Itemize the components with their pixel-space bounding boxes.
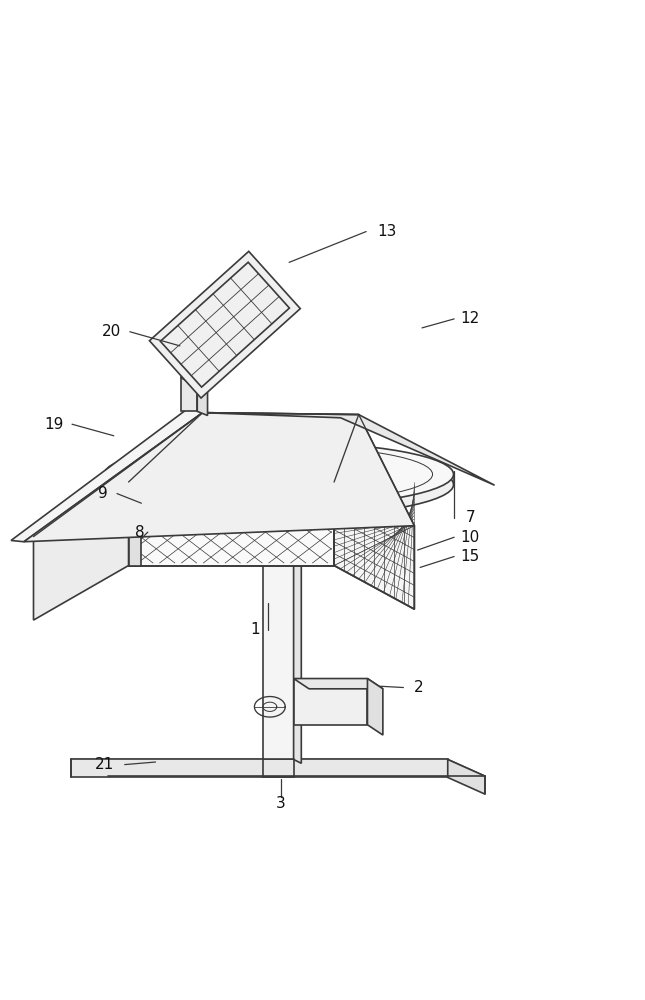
Polygon shape [24,413,414,542]
Text: 15: 15 [461,549,480,564]
Polygon shape [368,679,383,735]
Polygon shape [71,759,485,776]
Polygon shape [199,485,225,498]
Polygon shape [263,478,301,481]
Text: 19: 19 [45,417,64,432]
Polygon shape [34,482,128,620]
Text: 13: 13 [377,224,397,239]
Ellipse shape [104,452,453,517]
Polygon shape [128,482,141,566]
Polygon shape [293,679,383,689]
Text: 21: 21 [95,757,114,772]
Polygon shape [334,482,414,609]
Polygon shape [34,482,414,537]
Polygon shape [448,759,485,794]
Polygon shape [260,458,304,473]
Polygon shape [128,482,334,566]
Polygon shape [263,478,293,759]
Text: 9: 9 [98,486,108,501]
Text: 20: 20 [102,324,121,339]
Text: 1: 1 [250,622,260,637]
Polygon shape [293,478,301,763]
Text: 12: 12 [461,311,480,326]
Polygon shape [150,251,301,398]
Polygon shape [181,377,208,381]
Text: 3: 3 [276,796,286,811]
Text: 2: 2 [414,680,424,695]
Text: 8: 8 [135,525,144,540]
Polygon shape [181,377,197,411]
Polygon shape [71,759,448,777]
Text: 10: 10 [461,530,480,545]
Polygon shape [11,406,203,542]
Polygon shape [203,413,495,485]
Polygon shape [167,485,197,498]
Polygon shape [293,679,368,725]
Ellipse shape [104,442,453,506]
Polygon shape [197,377,208,415]
Text: 7: 7 [466,510,475,525]
